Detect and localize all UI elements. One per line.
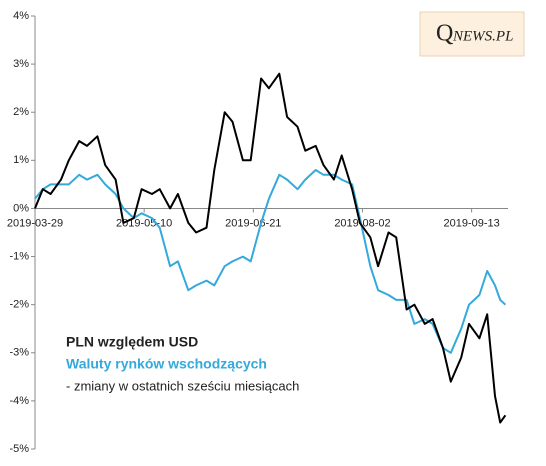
y-tick-label: -1% <box>9 250 29 262</box>
x-tick-label: 2019-09-13 <box>443 217 499 229</box>
legend-entry: Waluty rynków wschodzących <box>66 356 267 372</box>
logo-text: NEWS.PL <box>452 28 513 44</box>
x-tick-label: 2019-06-21 <box>225 217 281 229</box>
y-tick-label: -4% <box>9 395 29 407</box>
line-series <box>34 169 507 354</box>
logo-initial: Q <box>436 21 453 47</box>
y-tick-label: 4% <box>13 10 29 22</box>
y-tick-label: -2% <box>9 299 29 311</box>
note: - zmiany w ostatnich sześciu miesiącach <box>66 378 299 393</box>
y-tick-label: 3% <box>13 58 29 70</box>
y-tick-label: -3% <box>9 347 29 359</box>
logo-box <box>419 11 525 57</box>
y-tick-label: 0% <box>13 202 29 214</box>
y-tick-label: 2% <box>13 106 29 118</box>
y-tick-label: 1% <box>13 154 29 166</box>
y-tick-label: -5% <box>9 443 29 455</box>
x-tick-label: 2019-03-29 <box>7 217 63 229</box>
x-tick-label: 2019-08-02 <box>334 217 390 229</box>
legend-entry: PLN względem USD <box>66 334 198 350</box>
line-series <box>34 72 507 424</box>
